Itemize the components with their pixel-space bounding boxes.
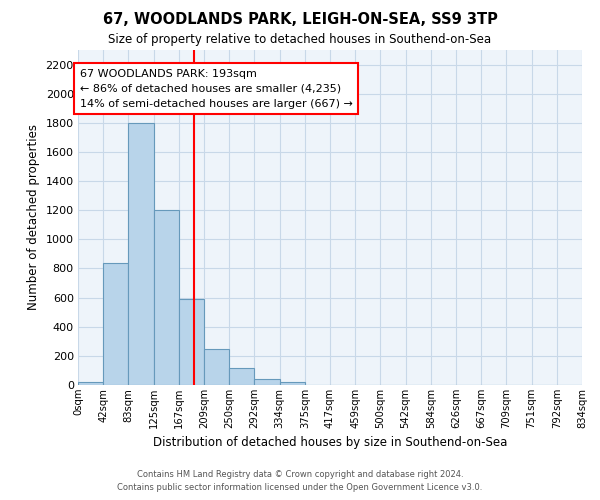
Bar (103, 262, 128, 385)
Bar (280, 382, 305, 385)
Bar (154, 210, 179, 385)
X-axis label: Distribution of detached houses by size in Southend-on-Sea: Distribution of detached houses by size … (153, 436, 507, 450)
Bar (128, 123, 154, 385)
Text: Size of property relative to detached houses in Southend-on-Sea: Size of property relative to detached ho… (109, 32, 491, 46)
Text: Contains HM Land Registry data © Crown copyright and database right 2024.
Contai: Contains HM Land Registry data © Crown c… (118, 470, 482, 492)
Bar (229, 368, 254, 385)
Text: 67 WOODLANDS PARK: 193sqm
← 86% of detached houses are smaller (4,235)
14% of se: 67 WOODLANDS PARK: 193sqm ← 86% of detac… (80, 69, 353, 108)
Y-axis label: Number of detached properties: Number of detached properties (27, 124, 40, 310)
Text: 67, WOODLANDS PARK, LEIGH-ON-SEA, SS9 3TP: 67, WOODLANDS PARK, LEIGH-ON-SEA, SS9 3T… (103, 12, 497, 28)
Bar (78, 382, 103, 385)
Bar (204, 348, 229, 385)
Bar (179, 299, 204, 385)
Bar (254, 379, 280, 385)
